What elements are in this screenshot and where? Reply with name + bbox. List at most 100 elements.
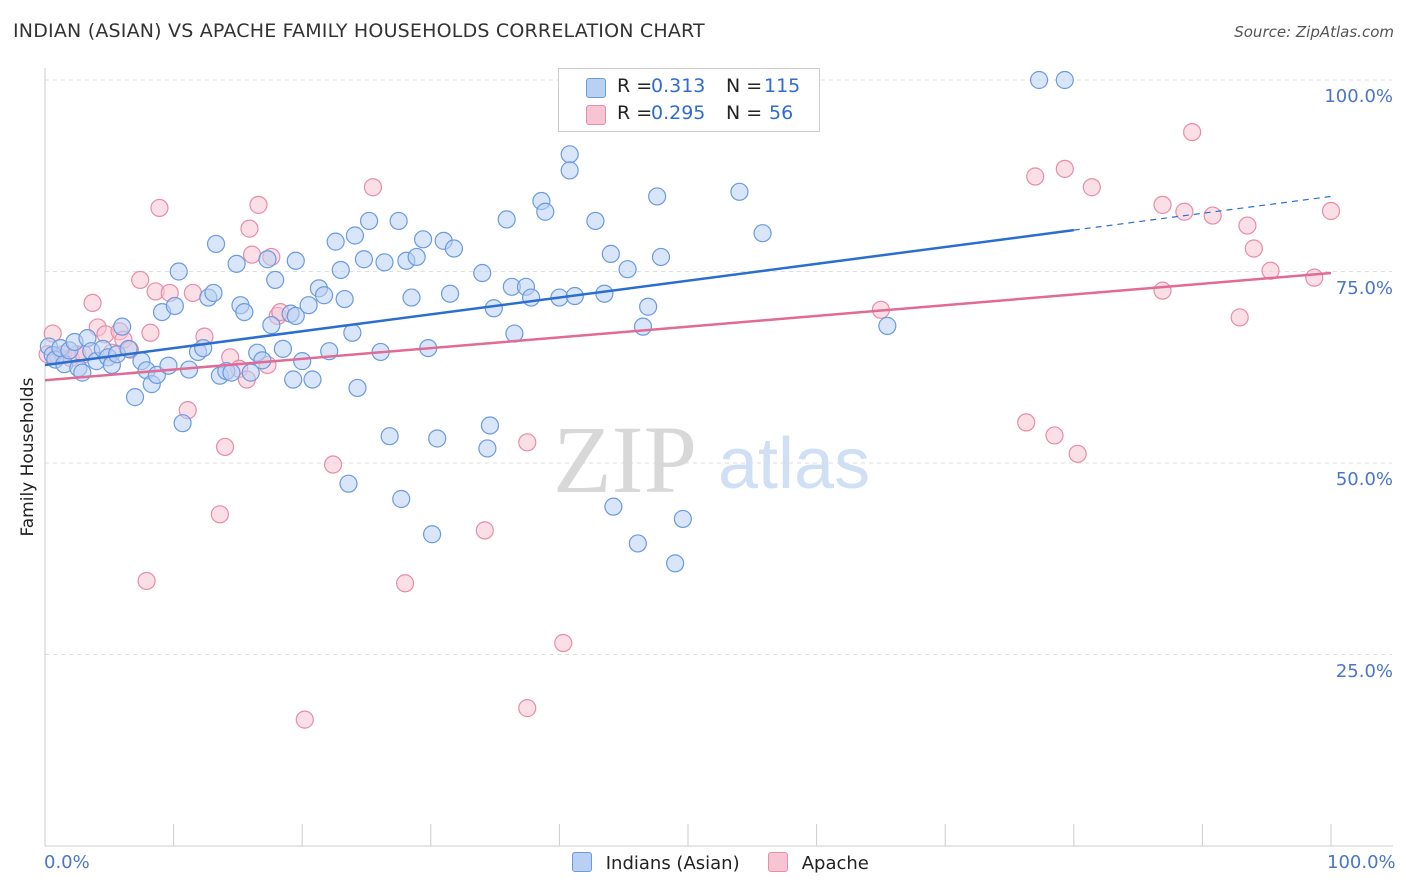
- data-point: [113, 317, 132, 336]
- data-point: [210, 505, 229, 524]
- data-point: [595, 284, 614, 303]
- data-point: [1026, 167, 1045, 186]
- data-point: [392, 489, 411, 509]
- data-point: [286, 251, 305, 270]
- data-point: [266, 270, 285, 290]
- data-point: [1029, 70, 1049, 90]
- data-point: [586, 211, 605, 231]
- indians-r-value: 0.313: [651, 75, 706, 97]
- data-point: [1045, 426, 1064, 445]
- watermark: ZIP atlas: [553, 406, 870, 513]
- data-point: [518, 699, 537, 718]
- indians-n-value: 115: [764, 75, 801, 97]
- data-point: [601, 244, 620, 263]
- data-point: [249, 195, 268, 214]
- indians-n-label: N =: [726, 75, 763, 97]
- data-point: [1305, 268, 1324, 287]
- legend-apache[interactable]: Apache: [768, 852, 869, 874]
- apache-r-value: 0.295: [651, 102, 706, 124]
- data-point: [633, 317, 653, 336]
- data-point: [402, 288, 421, 307]
- data-point: [299, 296, 318, 315]
- data-point: [284, 370, 303, 389]
- data-point: [428, 429, 447, 448]
- watermark-zip: ZIP: [553, 406, 697, 513]
- data-point: [125, 388, 145, 407]
- legend-apache-label: Apache: [801, 853, 869, 874]
- apache-r-label: R =: [617, 102, 653, 124]
- data-point: [1055, 159, 1074, 178]
- data-point: [1230, 308, 1249, 327]
- indians-trend-line: [44, 228, 1074, 367]
- data-point: [648, 187, 667, 206]
- data-point: [242, 245, 262, 264]
- data-point: [1175, 202, 1194, 221]
- data-point: [1082, 178, 1101, 197]
- data-point: [628, 534, 647, 553]
- data-point: [497, 210, 516, 229]
- data-point: [389, 211, 408, 231]
- legend-indians-swatch: [572, 852, 592, 872]
- data-point: [536, 202, 555, 221]
- watermark-atlas: atlas: [718, 424, 870, 504]
- data-point: [878, 316, 897, 335]
- data-point: [407, 247, 426, 267]
- data-point: [753, 224, 772, 243]
- stats-box: R = 0.313 N = 115 R = 0.295 N = 56: [558, 68, 820, 132]
- data-point: [380, 427, 399, 446]
- data-point: [1068, 444, 1087, 463]
- data-point: [1203, 206, 1222, 225]
- data-point: [150, 198, 169, 218]
- data-point: [1244, 239, 1263, 258]
- indians-points: [39, 70, 1074, 573]
- data-point: [518, 433, 537, 452]
- data-point: [273, 339, 293, 358]
- data-point: [413, 230, 433, 249]
- data-point: [240, 219, 259, 238]
- data-point: [440, 284, 460, 303]
- data-point: [215, 437, 235, 457]
- legend-indians-label: Indians (Asian): [605, 853, 740, 874]
- y-tick-label-75: 75.0%: [1335, 277, 1393, 299]
- indians-swatch: [586, 78, 606, 98]
- data-point: [165, 296, 184, 316]
- data-point: [222, 363, 241, 382]
- data-point: [331, 260, 350, 280]
- data-point: [253, 351, 272, 370]
- data-point: [560, 145, 579, 164]
- data-point: [206, 234, 226, 254]
- data-point: [1183, 122, 1202, 142]
- apache-n-label: N =: [726, 102, 763, 124]
- legend-indians[interactable]: Indians (Asian): [572, 852, 740, 874]
- data-point: [560, 161, 579, 180]
- x-tick-label-right: 100.0%: [1327, 852, 1396, 873]
- x-tick-label-left: 0.0%: [44, 852, 90, 873]
- y-tick-label-25: 25.0%: [1335, 660, 1393, 682]
- indians-r-label: R =: [617, 75, 653, 97]
- indians-trend-extension: [1073, 195, 1332, 231]
- data-point: [339, 474, 358, 493]
- data-point: [137, 571, 156, 591]
- data-point: [314, 286, 334, 305]
- y-tick-label-50: 50.0%: [1335, 469, 1393, 490]
- legend-apache-swatch: [768, 852, 788, 872]
- data-point: [1055, 70, 1074, 90]
- data-point: [1017, 413, 1036, 432]
- data-point: [131, 270, 150, 290]
- data-point: [345, 226, 365, 245]
- data-point: [730, 182, 749, 201]
- data-point: [673, 509, 692, 529]
- data-point: [173, 414, 192, 433]
- data-point: [323, 455, 343, 474]
- data-point: [666, 554, 685, 573]
- data-point: [141, 323, 160, 342]
- data-point: [194, 339, 213, 358]
- data-point: [484, 299, 503, 318]
- data-point: [604, 497, 623, 516]
- data-point: [303, 370, 322, 389]
- data-point: [83, 293, 102, 313]
- data-point: [183, 283, 202, 303]
- data-point: [475, 521, 494, 540]
- data-point: [375, 253, 394, 272]
